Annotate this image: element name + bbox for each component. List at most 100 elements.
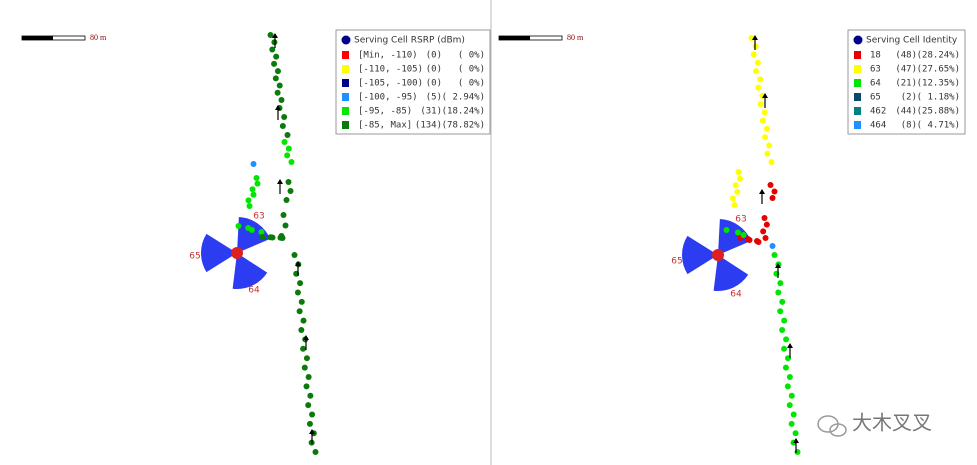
measurement-dot — [740, 232, 747, 238]
legend-count: (0) — [426, 65, 442, 75]
measurement-dot — [723, 227, 730, 233]
measurement-dot — [305, 373, 312, 380]
measurement-dot — [298, 298, 305, 305]
site-label: 65 — [189, 252, 200, 262]
scale-label: 80 m — [90, 33, 107, 42]
legend-count: (21) — [895, 79, 917, 89]
site — [712, 249, 724, 261]
measurement-dot — [763, 221, 770, 228]
legend-swatch — [854, 79, 861, 87]
legend-count: (0) — [426, 79, 442, 89]
legend-percent: ( 0%) — [458, 65, 485, 75]
legend: Serving Cell Identity 18 (48) (28.24%) 63 (47… — [847, 29, 966, 135]
legend-count: (134) — [415, 121, 442, 131]
measurement-dot — [279, 123, 286, 129]
measurement-dot — [271, 60, 278, 67]
measurement-dot — [753, 68, 760, 75]
sector — [201, 233, 237, 273]
measurement-dot — [305, 402, 312, 409]
measurement-dot — [788, 392, 795, 399]
measurement-dot — [737, 175, 744, 182]
legend-count: (8) — [901, 121, 917, 131]
measurement-dot — [288, 159, 295, 165]
legend-percent: ( 0%) — [458, 51, 485, 61]
legend: Serving Cell RSRP (dBm) [Min, -110) (0) ( 0… — [335, 29, 491, 135]
measurement-dot — [254, 180, 261, 187]
measurement-dot — [775, 289, 782, 296]
measurement-dot — [757, 76, 764, 83]
measurement-dot — [784, 383, 791, 390]
measurement-dot — [280, 212, 287, 218]
measurement-dot — [300, 345, 307, 352]
measurement-dot — [246, 203, 253, 209]
measurement-dot — [788, 420, 795, 427]
measurement-dot — [790, 411, 797, 418]
measurement-dot — [281, 114, 288, 120]
legend-label: [-110, -105) — [358, 65, 423, 75]
direction-arrow — [272, 33, 278, 38]
site-label: 65 — [671, 257, 682, 267]
legend-percent: (12.35%) — [917, 79, 960, 89]
site-label: 63 — [735, 215, 746, 225]
wechat-icon — [829, 423, 847, 437]
measurement-dot — [283, 197, 290, 203]
measurement-dot — [301, 364, 308, 371]
measurement-dot — [300, 317, 307, 324]
measurement-dot — [782, 364, 789, 371]
legend-label: 64 — [870, 79, 881, 89]
measurement-dot — [298, 327, 305, 334]
legend-title: Serving Cell Identity — [866, 36, 958, 46]
direction-arrow — [787, 343, 793, 348]
measurement-dot — [754, 59, 761, 66]
measurement-dot — [734, 188, 741, 195]
measurement-dot — [768, 159, 775, 165]
measurement-dot — [757, 101, 764, 108]
measurement-dot — [248, 227, 255, 233]
measurement-dot — [284, 152, 291, 159]
measurement-dot — [297, 280, 304, 287]
measurement-dot — [761, 109, 768, 116]
measurement-dot — [762, 235, 769, 241]
measurement-dot — [766, 142, 773, 149]
measurement-dot — [762, 134, 769, 141]
measurement-dot — [735, 169, 742, 175]
legend-label: 18 — [870, 51, 881, 61]
measurement-dot — [303, 383, 310, 390]
legend-swatch — [854, 51, 861, 59]
legend-percent: ( 2.94%) — [442, 93, 485, 103]
measurement-dot — [755, 239, 762, 245]
measurement-dot — [786, 373, 793, 380]
measurement-dot — [786, 402, 793, 409]
legend-count: (44) — [895, 107, 917, 117]
legend-count: (2) — [901, 93, 917, 103]
measurement-dot — [296, 308, 303, 315]
legend-percent: (25.88%) — [917, 107, 960, 117]
watermark-text: 大木叉叉 — [852, 411, 932, 435]
legend-label: [-85, Max] — [358, 121, 412, 131]
measurement-dot — [752, 43, 759, 50]
site-label: 64 — [248, 286, 260, 296]
measurement-dot — [258, 229, 265, 235]
measurement-dot — [312, 449, 319, 455]
measurement-dot — [759, 117, 766, 124]
direction-arrow — [303, 335, 309, 340]
legend-label: [-105, -100) — [358, 79, 423, 89]
measurement-dot — [750, 51, 757, 58]
measurement-dot — [771, 252, 778, 258]
measurement-dot — [763, 125, 770, 132]
measurement-dot — [731, 202, 738, 208]
measurement-dot — [732, 182, 739, 189]
scale-bar — [499, 36, 530, 40]
measurement-dot — [269, 46, 276, 53]
legend-count: (5) — [426, 93, 442, 103]
measurement-dot — [274, 89, 281, 96]
legend-swatch — [854, 65, 861, 73]
direction-arrow — [793, 438, 799, 443]
measurement-dot — [779, 298, 786, 305]
measurement-dot — [755, 84, 762, 91]
legend-box — [335, 29, 491, 135]
measurement-dot — [250, 191, 257, 198]
measurement-dot — [282, 222, 289, 229]
direction-arrow — [277, 179, 283, 184]
legend-percent: (78.82%) — [442, 121, 485, 131]
